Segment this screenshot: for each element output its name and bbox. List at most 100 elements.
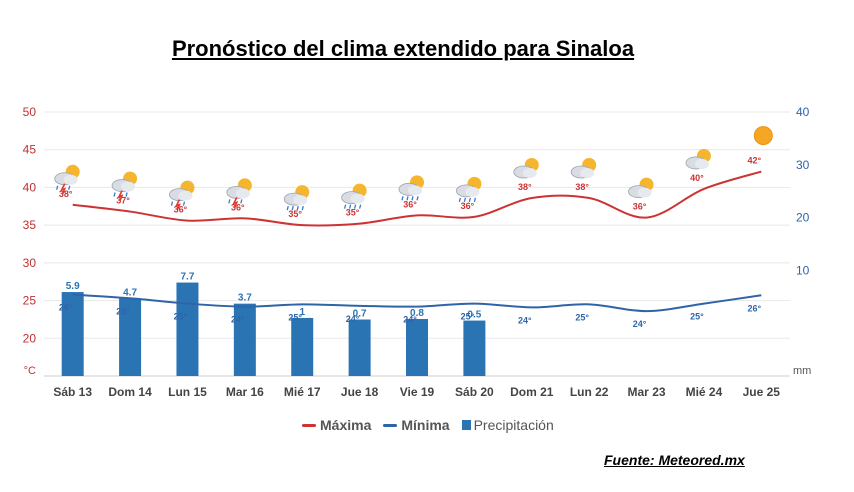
legend-item-precip[interactable]: Precipitación xyxy=(461,417,554,433)
left-tick-label: 35 xyxy=(23,218,37,232)
x-tick-label: Sáb 20 xyxy=(455,385,494,399)
x-tick-label: Lun 22 xyxy=(570,385,609,399)
rain-drop xyxy=(125,192,128,197)
rain-drop xyxy=(228,199,231,204)
left-tick-label: 50 xyxy=(23,105,37,119)
storm-cloud-sun-icon xyxy=(111,171,138,201)
rain-drop xyxy=(463,197,467,203)
min-temp-label: 26° xyxy=(747,303,761,313)
storm-cloud-sun-icon xyxy=(226,178,252,208)
rain-cloud-sun-icon xyxy=(455,176,482,203)
max-temp-label: 38° xyxy=(518,182,532,192)
right-tick-label: 40 xyxy=(796,105,810,119)
legend-item-max[interactable]: Máxima xyxy=(302,417,371,433)
left-tick-label: 20 xyxy=(23,331,37,345)
precip-bar xyxy=(291,317,314,376)
precip-value-label: 3.7 xyxy=(238,293,252,304)
max-temp-label: 36° xyxy=(461,201,475,211)
cloud-shape xyxy=(178,190,193,201)
precip-bar xyxy=(406,318,428,376)
precip-bar xyxy=(176,282,199,376)
legend-swatch-max xyxy=(302,423,316,427)
cloud-sun-icon xyxy=(628,177,654,199)
min-temp-label: 24° xyxy=(231,315,245,325)
precip-value-label: 7.7 xyxy=(181,272,195,283)
cloud-sun-icon xyxy=(513,157,539,179)
precip-value-label: 4.7 xyxy=(123,287,137,298)
page-title: Pronóstico del clima extendido para Sina… xyxy=(171,36,635,61)
rain-drop xyxy=(240,199,243,204)
min-temp-label: 25° xyxy=(288,312,302,322)
line-max xyxy=(72,170,762,227)
max-temp-label: 35° xyxy=(288,209,302,219)
x-axis: Sáb 13 Dom 14 Lun 15 Mar 16 Mié 17 Jue 18 Vie … xyxy=(53,385,780,399)
cloud-shape xyxy=(580,167,595,178)
left-axis: 50 45 40 35 30 25 20 °C xyxy=(23,105,37,377)
left-axis-unit: °C xyxy=(24,365,36,377)
rain-drop xyxy=(291,205,294,211)
rain-drop xyxy=(358,204,362,209)
lightning-bolt xyxy=(174,199,181,210)
cloud-shape xyxy=(522,167,537,178)
max-temp-label: 36° xyxy=(633,202,647,212)
legend-item-min[interactable]: Mínima xyxy=(383,417,450,433)
rain-cloud-sun-icon xyxy=(341,183,367,209)
precip-value-label: 1 xyxy=(299,307,305,318)
legend: Máxima Mínima Precipitación xyxy=(302,417,566,433)
storm-cloud-sun-icon xyxy=(54,164,80,195)
left-tick-label: 30 xyxy=(23,256,37,270)
legend-swatch-precip xyxy=(461,420,471,430)
cloud-shape xyxy=(408,185,422,196)
cloud-shape xyxy=(637,187,652,198)
rain-drop xyxy=(113,192,116,197)
left-tick-label: 45 xyxy=(23,143,37,157)
rain-drop xyxy=(416,196,419,201)
precip-value-label: 0.5 xyxy=(467,310,481,321)
left-tick-label: 40 xyxy=(23,180,37,194)
sun-disc xyxy=(753,126,773,146)
cloud-shape xyxy=(465,186,480,197)
sun-icon xyxy=(753,126,773,146)
rain-drop xyxy=(301,205,304,211)
x-tick-label: Jue 18 xyxy=(341,385,379,399)
precip-bar xyxy=(463,320,486,376)
x-tick-label: Mar 16 xyxy=(226,385,264,399)
storm-cloud-sun-icon xyxy=(169,180,195,210)
x-tick-label: Dom 21 xyxy=(510,385,554,399)
temperature-lines xyxy=(72,170,762,313)
min-temp-label: 25° xyxy=(461,312,475,322)
rain-cloud-sun-icon xyxy=(283,185,310,211)
max-temp-label: 37° xyxy=(116,196,130,206)
rain-drop xyxy=(286,205,289,211)
rain-drop xyxy=(182,201,186,206)
x-tick-label: Dom 14 xyxy=(108,385,152,399)
legend-label-max: Máxima xyxy=(320,417,372,433)
cloud-sun-icon xyxy=(685,148,711,170)
right-tick-label: 20 xyxy=(796,211,810,225)
max-temp-label: 36° xyxy=(174,205,188,215)
min-temp-label: 24° xyxy=(518,315,532,325)
weather-icons xyxy=(54,126,773,211)
cloud-sun-icon xyxy=(570,157,597,179)
min-temp-label: 25° xyxy=(575,312,589,322)
precip-bar xyxy=(119,298,142,376)
cloud-shape xyxy=(293,195,308,206)
precip-value-label: 0.8 xyxy=(410,308,424,319)
min-temp-label: 24° xyxy=(403,315,417,325)
min-temp-label: 24° xyxy=(346,314,360,324)
legend-label-min: Mínima xyxy=(401,417,450,433)
max-temp-label: 38° xyxy=(575,182,589,192)
precip-value-label: 0.7 xyxy=(353,309,367,320)
max-temp-label: 36° xyxy=(231,202,245,212)
right-axis: 40 30 20 10 mm xyxy=(793,105,811,377)
cloud-shape xyxy=(350,193,365,204)
precipitation-bars xyxy=(61,282,486,376)
min-temp-label: 26° xyxy=(59,303,73,313)
rain-drop xyxy=(401,196,404,201)
x-tick-label: Mar 23 xyxy=(628,385,666,399)
cloud-shape xyxy=(63,174,78,185)
cloud-shape xyxy=(235,188,250,199)
rain-drop xyxy=(468,197,472,203)
source-credit: Fuente: Meteored.mx xyxy=(604,452,745,468)
